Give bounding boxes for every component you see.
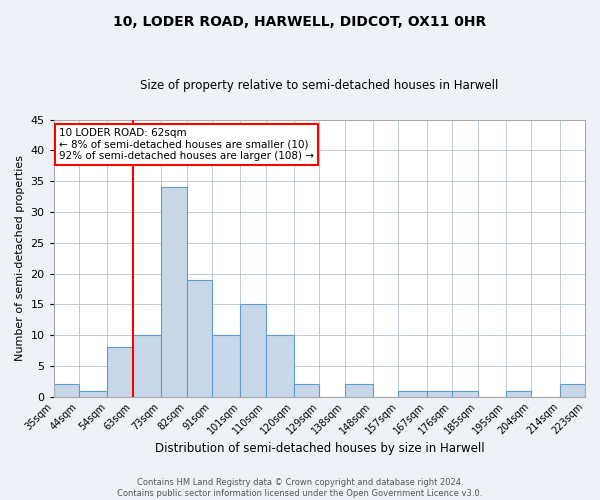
Bar (398, 390, 427, 396)
Bar (266, 335, 294, 396)
Bar (294, 384, 319, 396)
Bar (452, 390, 478, 396)
Bar (133, 335, 161, 396)
Text: 10 LODER ROAD: 62sqm
← 8% of semi-detached houses are smaller (10)
92% of semi-d: 10 LODER ROAD: 62sqm ← 8% of semi-detach… (59, 128, 314, 161)
Bar (54, 384, 79, 396)
Bar (240, 304, 266, 396)
Bar (187, 280, 212, 396)
Bar (161, 188, 187, 396)
Bar (212, 335, 240, 396)
Bar (107, 348, 133, 397)
Y-axis label: Number of semi-detached properties: Number of semi-detached properties (15, 155, 25, 361)
Text: 10, LODER ROAD, HARWELL, DIDCOT, OX11 0HR: 10, LODER ROAD, HARWELL, DIDCOT, OX11 0H… (113, 15, 487, 29)
Title: Size of property relative to semi-detached houses in Harwell: Size of property relative to semi-detach… (140, 79, 499, 92)
Bar (427, 390, 452, 396)
Text: Contains HM Land Registry data © Crown copyright and database right 2024.
Contai: Contains HM Land Registry data © Crown c… (118, 478, 482, 498)
Bar (506, 390, 532, 396)
Bar (79, 390, 107, 396)
X-axis label: Distribution of semi-detached houses by size in Harwell: Distribution of semi-detached houses by … (155, 442, 484, 455)
Bar (345, 384, 373, 396)
Bar (560, 384, 585, 396)
